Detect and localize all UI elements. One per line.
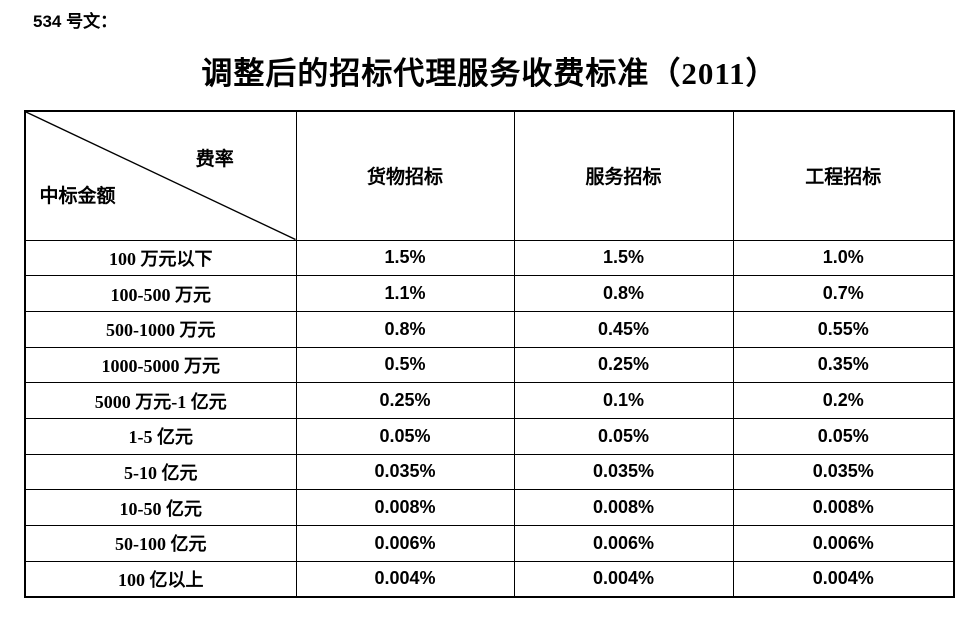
row-label: 5-10 亿元 xyxy=(24,453,297,491)
cell-value: 0.1% xyxy=(513,382,734,419)
row-label: 100-500 万元 xyxy=(24,275,297,312)
table-row: 5-10 亿元 0.035% 0.035% 0.035% xyxy=(24,453,955,491)
cell-value: 0.35% xyxy=(732,346,955,384)
cell-value: 0.25% xyxy=(295,382,515,419)
cell-value: 0.008% xyxy=(732,489,955,526)
cell-value: 0.8% xyxy=(513,275,734,312)
cell-value: 0.55% xyxy=(732,310,955,348)
cell-value: 0.008% xyxy=(513,489,734,526)
cell-value: 0.006% xyxy=(732,525,955,562)
row-label: 100 亿以上 xyxy=(24,560,297,598)
page-title: 调整后的招标代理服务收费标准（2011） xyxy=(201,56,778,91)
table-row: 50-100 亿元 0.006% 0.006% 0.006% xyxy=(24,525,955,562)
cell-value: 0.25% xyxy=(513,346,734,384)
cell-value: 1.5% xyxy=(513,239,734,277)
cell-value: 0.2% xyxy=(732,382,955,419)
cell-value: 0.004% xyxy=(295,560,515,598)
row-label: 1-5 亿元 xyxy=(24,417,297,455)
cell-value: 0.035% xyxy=(513,453,734,491)
row-label: 10-50 亿元 xyxy=(24,489,297,526)
cell-value: 0.05% xyxy=(295,417,515,455)
table-row: 5000 万元-1 亿元 0.25% 0.1% 0.2% xyxy=(24,382,955,419)
doc-ref: 534 号文： xyxy=(33,12,118,31)
cell-value: 0.8% xyxy=(295,310,515,348)
corner-label-rate: 费率 xyxy=(195,148,234,170)
cell-value: 0.035% xyxy=(732,453,955,491)
cell-value: 1.0% xyxy=(732,239,955,277)
cell-value: 0.006% xyxy=(513,525,734,562)
row-label: 50-100 亿元 xyxy=(24,525,297,562)
table-row: 1000-5000 万元 0.5% 0.25% 0.35% xyxy=(24,346,955,384)
row-label: 5000 万元-1 亿元 xyxy=(24,382,297,419)
row-label: 1000-5000 万元 xyxy=(24,346,297,384)
cell-value: 1.1% xyxy=(295,275,515,312)
cell-value: 0.05% xyxy=(513,417,734,455)
cell-value: 0.006% xyxy=(295,525,515,562)
cell-value: 0.05% xyxy=(732,417,955,455)
cell-value: 0.004% xyxy=(513,560,734,598)
table-row: 100-500 万元 1.1% 0.8% 0.7% xyxy=(24,275,955,312)
table-row: 10-50 亿元 0.008% 0.008% 0.008% xyxy=(24,489,955,526)
column-header-goods: 货物招标 xyxy=(295,110,515,241)
column-header-engineering: 工程招标 xyxy=(732,110,955,241)
table-row: 100 万元以下 1.5% 1.5% 1.0% xyxy=(24,239,955,277)
row-label: 100 万元以下 xyxy=(24,239,297,277)
table-row: 100 亿以上 0.004% 0.004% 0.004% xyxy=(24,560,955,598)
diagonal-divider-line xyxy=(26,112,296,240)
corner-label-amount: 中标金额 xyxy=(39,185,116,207)
corner-header-cell: 费率 中标金额 xyxy=(24,110,297,241)
fee-table: 费率 中标金额 货物招标 服务招标 工程招标 100 万元以下 1.5% 1.5… xyxy=(24,110,955,598)
cell-value: 0.5% xyxy=(295,346,515,384)
cell-value: 0.7% xyxy=(732,275,955,312)
header-row: 费率 中标金额 货物招标 服务招标 工程招标 xyxy=(24,110,955,241)
cell-value: 0.035% xyxy=(295,453,515,491)
cell-value: 0.004% xyxy=(732,560,955,598)
table-row: 500-1000 万元 0.8% 0.45% 0.55% xyxy=(24,310,955,348)
fee-table-body: 100 万元以下 1.5% 1.5% 1.0% 100-500 万元 1.1% … xyxy=(24,239,955,598)
cell-value: 0.45% xyxy=(513,310,734,348)
row-label: 500-1000 万元 xyxy=(24,310,297,348)
cell-value: 1.5% xyxy=(295,239,515,277)
column-header-services: 服务招标 xyxy=(513,110,734,241)
table-row: 1-5 亿元 0.05% 0.05% 0.05% xyxy=(24,417,955,455)
cell-value: 0.008% xyxy=(295,489,515,526)
